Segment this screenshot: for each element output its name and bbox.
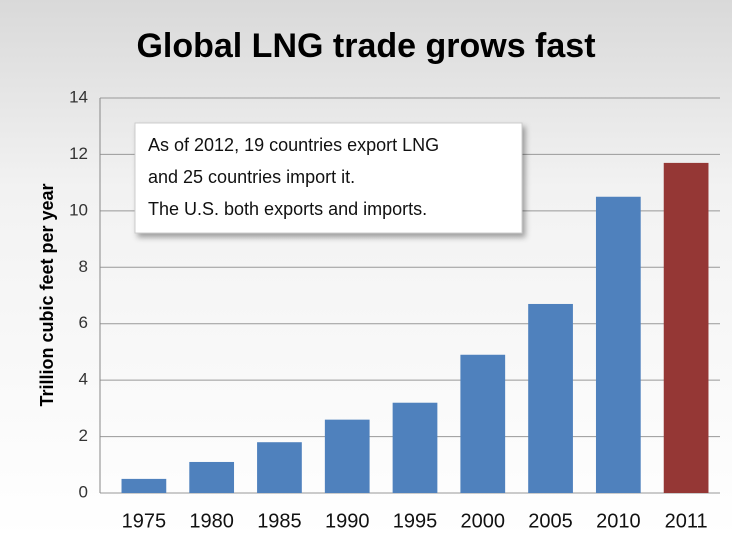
bar	[528, 303, 573, 493]
x-tick-label: 2011	[665, 510, 708, 532]
bar	[257, 442, 302, 493]
bar	[189, 461, 235, 493]
y-tick-label: 12	[69, 144, 88, 163]
y-tick-label: 14	[69, 87, 88, 106]
annotation-box	[134, 122, 523, 234]
y-tick-label: 10	[69, 200, 88, 219]
y-tick-label: 0	[79, 482, 88, 501]
y-axis-label: Trillion cubic feet per year	[37, 183, 57, 406]
x-tick-label: 2005	[528, 510, 573, 532]
x-tick-label: 1995	[393, 510, 438, 532]
bar	[121, 478, 167, 493]
annotation: As of 2012, 19 countries export LNG and 2…	[148, 135, 439, 219]
x-tick-label: 2010	[596, 510, 641, 532]
x-tick-label: 1990	[325, 510, 370, 532]
bar	[324, 419, 370, 493]
bar	[460, 354, 506, 493]
x-tick-label: 1985	[257, 510, 302, 532]
annotation-line: The U.S. both exports and imports.	[148, 199, 427, 219]
x-tick-label: 1980	[189, 510, 234, 532]
plot-area: 0 2 4 6 8 10 12 14 1975 1980 1985 1990 1995 2000 2005 2…	[69, 87, 720, 532]
x-tick-label: 1975	[122, 510, 167, 532]
y-tick-label: 6	[79, 313, 88, 332]
bar	[392, 402, 438, 493]
annotation-line: and 25 countries import it.	[148, 167, 355, 187]
y-tick-label: 4	[79, 370, 88, 389]
y-tick-label: 8	[79, 257, 88, 276]
bar	[663, 162, 709, 493]
annotation-line: As of 2012, 19 countries export LNG	[148, 135, 439, 155]
y-tick-label: 2	[79, 426, 88, 445]
chart-title: Global LNG trade grows fast	[136, 27, 595, 65]
x-tick-label: 2000	[461, 510, 506, 532]
bar	[595, 196, 641, 493]
